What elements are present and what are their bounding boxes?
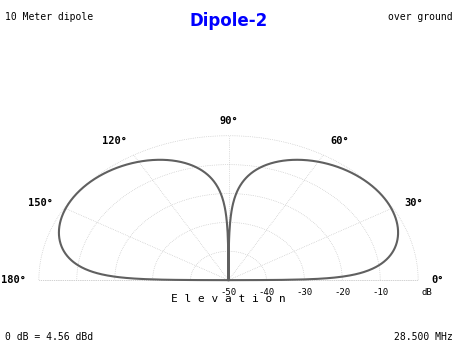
Text: 0 dB = 4.56 dBd: 0 dB = 4.56 dBd [5,332,93,342]
Text: Dipole-2: Dipole-2 [189,12,268,30]
Text: 120°: 120° [102,136,127,146]
Text: -50: -50 [220,288,237,297]
Text: 90°: 90° [219,116,238,126]
Text: 28.500 MHz: 28.500 MHz [393,332,452,342]
Text: -30: -30 [296,288,313,297]
Text: 60°: 60° [330,136,349,146]
Text: 10 Meter dipole: 10 Meter dipole [5,12,93,22]
Text: 30°: 30° [404,198,423,208]
Text: 0°: 0° [431,275,444,285]
Text: -40: -40 [258,288,275,297]
Text: -20: -20 [334,288,351,297]
Text: over ground: over ground [388,12,452,22]
Text: -10: -10 [372,288,388,297]
Text: E l e v a t i o n: E l e v a t i o n [171,294,286,304]
Text: dB: dB [422,288,433,297]
Text: 180°: 180° [0,275,26,285]
Text: 150°: 150° [28,198,53,208]
